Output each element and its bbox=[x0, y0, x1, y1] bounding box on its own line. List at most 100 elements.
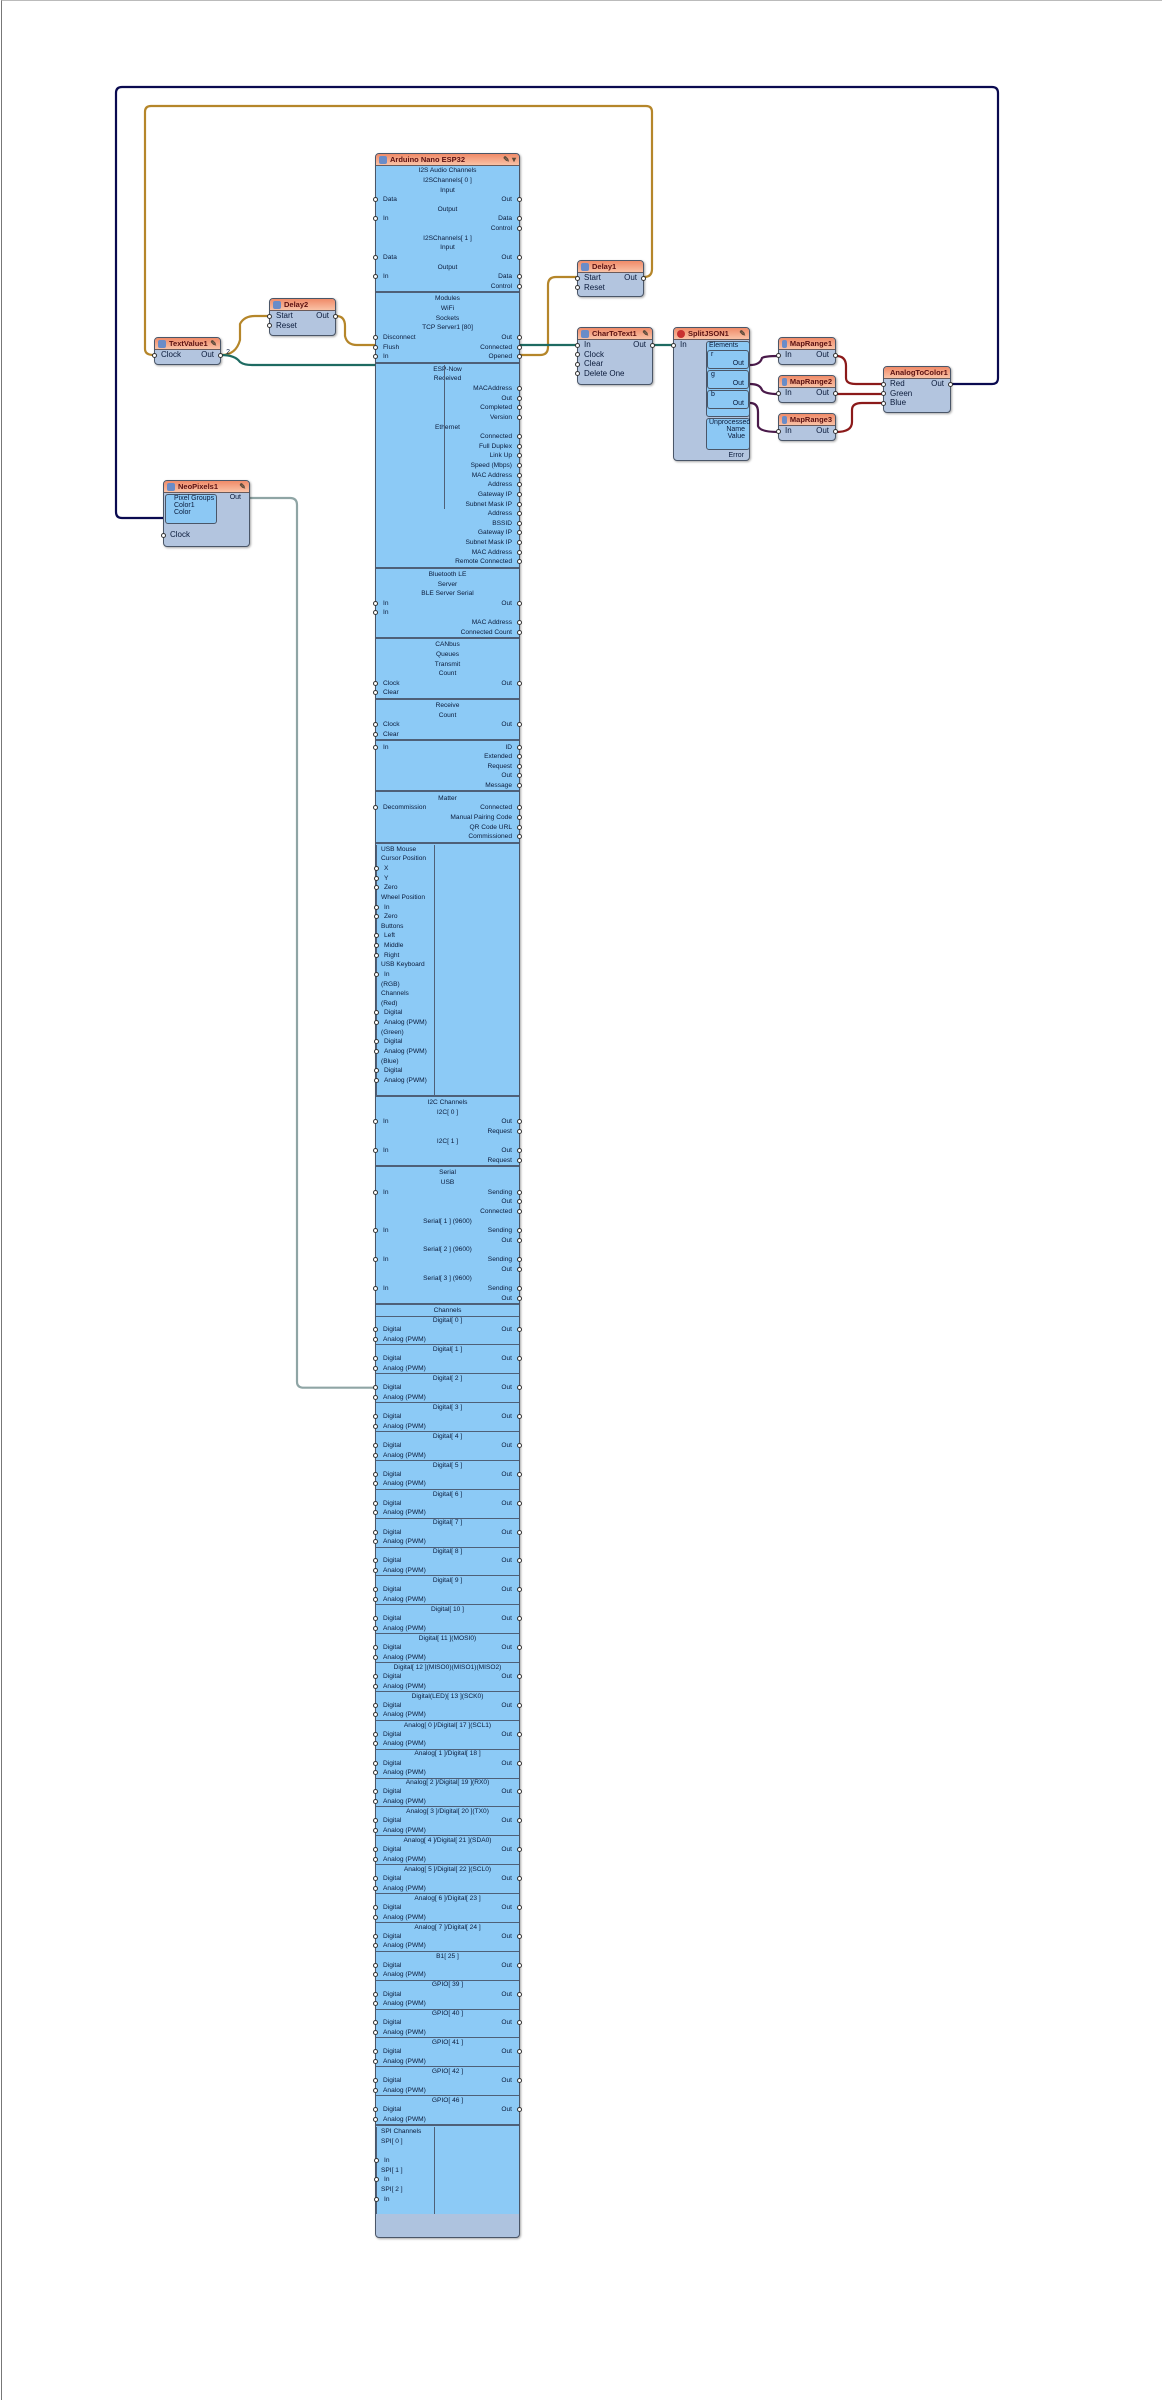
input-pin[interactable] bbox=[373, 1799, 378, 1805]
input-pin[interactable] bbox=[373, 1943, 378, 1949]
arduino-nano-esp32-board[interactable]: Arduino Nano ESP32 ✎ ▾ I2S Audio Channels… bbox=[373, 153, 522, 2238]
input-pin[interactable] bbox=[373, 197, 378, 203]
output-pin[interactable] bbox=[517, 1295, 522, 1301]
delay1-component[interactable]: Delay1 Start Out Reset bbox=[575, 260, 646, 297]
input-pin[interactable] bbox=[373, 254, 378, 260]
input-pin[interactable] bbox=[373, 744, 378, 750]
out-pin[interactable] bbox=[833, 428, 838, 434]
output-pin[interactable] bbox=[517, 1529, 522, 1535]
textvalue1-header[interactable]: TextValue1 ✎ bbox=[155, 338, 220, 350]
input-pin[interactable] bbox=[373, 1442, 378, 1448]
gold-wire-delay2-to-disconnect[interactable] bbox=[335, 314, 375, 347]
output-pin[interactable] bbox=[517, 1962, 522, 1968]
input-pin[interactable] bbox=[373, 1673, 378, 1679]
input-pin[interactable] bbox=[373, 1385, 378, 1391]
name-pin[interactable]: Name bbox=[726, 426, 745, 433]
input-pin[interactable] bbox=[373, 600, 378, 606]
input-pin[interactable] bbox=[373, 1885, 378, 1891]
neopixels1-header[interactable]: NeoPixels1 ✎ bbox=[164, 481, 249, 493]
navy-wire[interactable] bbox=[114, 85, 1000, 520]
maprange3-header[interactable]: MapRange3 bbox=[779, 414, 835, 426]
output-pin[interactable] bbox=[517, 501, 522, 507]
output-pin[interactable] bbox=[517, 773, 522, 779]
output-pin[interactable] bbox=[517, 783, 522, 789]
input-pin[interactable] bbox=[373, 2001, 378, 2007]
output-pin[interactable] bbox=[517, 434, 522, 440]
input-pin[interactable] bbox=[373, 805, 378, 811]
output-pin[interactable] bbox=[517, 472, 522, 478]
output-pin[interactable] bbox=[517, 2049, 522, 2055]
output-pin[interactable] bbox=[517, 1789, 522, 1795]
input-pin[interactable] bbox=[373, 1654, 378, 1660]
output-pin[interactable] bbox=[517, 754, 522, 760]
input-pin[interactable] bbox=[373, 1423, 378, 1429]
maprange3-component[interactable]: MapRange3 In Out bbox=[776, 413, 838, 441]
wrench-icon[interactable]: ✎ bbox=[739, 329, 746, 338]
output-pin[interactable] bbox=[517, 1327, 522, 1333]
input-pin[interactable] bbox=[373, 1789, 378, 1795]
output-pin[interactable] bbox=[517, 1356, 522, 1362]
output-pin[interactable] bbox=[517, 1876, 522, 1882]
output-pin[interactable] bbox=[517, 1128, 522, 1134]
output-pin[interactable] bbox=[517, 744, 522, 750]
output-pin[interactable] bbox=[517, 395, 522, 401]
output-pin[interactable] bbox=[517, 334, 522, 340]
red-wire-1[interactable] bbox=[835, 354, 883, 386]
start-pin[interactable]: Start Out bbox=[575, 273, 646, 283]
input-pin[interactable] bbox=[373, 1471, 378, 1477]
input-pin[interactable] bbox=[373, 1904, 378, 1910]
purple-wire-b[interactable] bbox=[749, 401, 779, 434]
input-pin[interactable] bbox=[374, 933, 379, 939]
input-pin[interactable] bbox=[374, 1068, 379, 1074]
input-pin[interactable] bbox=[373, 1827, 378, 1833]
input-pin[interactable] bbox=[373, 1933, 378, 1939]
input-pin[interactable] bbox=[373, 1285, 378, 1291]
output-pin[interactable] bbox=[517, 1189, 522, 1195]
output-pin[interactable] bbox=[517, 1760, 522, 1766]
input-pin[interactable] bbox=[374, 1020, 379, 1026]
input-pin[interactable] bbox=[374, 1077, 379, 1083]
output-pin[interactable] bbox=[517, 453, 522, 459]
grey-wire-neopixels-to-digital2[interactable] bbox=[250, 496, 375, 1389]
out-pin[interactable] bbox=[218, 352, 223, 358]
green-pin[interactable]: Green bbox=[881, 389, 950, 399]
input-pin[interactable] bbox=[373, 2058, 378, 2064]
input-pin[interactable] bbox=[373, 1558, 378, 1564]
in-pin[interactable]: In Out bbox=[776, 426, 838, 436]
output-pin[interactable] bbox=[517, 1904, 522, 1910]
input-pin[interactable] bbox=[373, 1616, 378, 1622]
output-pin[interactable] bbox=[517, 386, 522, 392]
maprange1-component[interactable]: MapRange1 In Out bbox=[776, 337, 838, 365]
input-pin[interactable] bbox=[373, 1818, 378, 1824]
output-pin[interactable] bbox=[517, 629, 522, 635]
clock-pin[interactable]: Clock Out bbox=[152, 350, 223, 360]
input-pin[interactable] bbox=[373, 1119, 378, 1125]
output-pin[interactable] bbox=[517, 1228, 522, 1234]
output-pin[interactable] bbox=[517, 226, 522, 232]
input-pin[interactable] bbox=[373, 1856, 378, 1862]
input-pin[interactable] bbox=[373, 1257, 378, 1263]
input-pin[interactable] bbox=[373, 1645, 378, 1651]
output-pin[interactable] bbox=[517, 274, 522, 280]
output-pin[interactable] bbox=[517, 1157, 522, 1163]
input-pin[interactable] bbox=[373, 1741, 378, 1747]
output-pin[interactable] bbox=[517, 763, 522, 769]
input-pin[interactable] bbox=[373, 1394, 378, 1400]
output-pin[interactable] bbox=[517, 1237, 522, 1243]
output-pin[interactable] bbox=[517, 1148, 522, 1154]
input-pin[interactable] bbox=[373, 1587, 378, 1593]
output-pin[interactable] bbox=[517, 197, 522, 203]
wrench-icon[interactable]: ✎ bbox=[642, 329, 649, 338]
input-pin[interactable] bbox=[373, 1481, 378, 1487]
reset-pin[interactable]: Reset bbox=[575, 283, 643, 293]
out-pin[interactable] bbox=[641, 275, 646, 281]
wrench-icon[interactable]: ✎ bbox=[239, 482, 246, 491]
output-pin[interactable] bbox=[517, 1266, 522, 1272]
out-pin[interactable] bbox=[948, 381, 953, 387]
output-pin[interactable] bbox=[517, 1991, 522, 1997]
output-pin[interactable] bbox=[517, 680, 522, 686]
output-pin[interactable] bbox=[517, 1558, 522, 1564]
input-pin[interactable] bbox=[373, 1228, 378, 1234]
output-pin[interactable] bbox=[517, 600, 522, 606]
in-pin[interactable]: In bbox=[671, 340, 704, 350]
